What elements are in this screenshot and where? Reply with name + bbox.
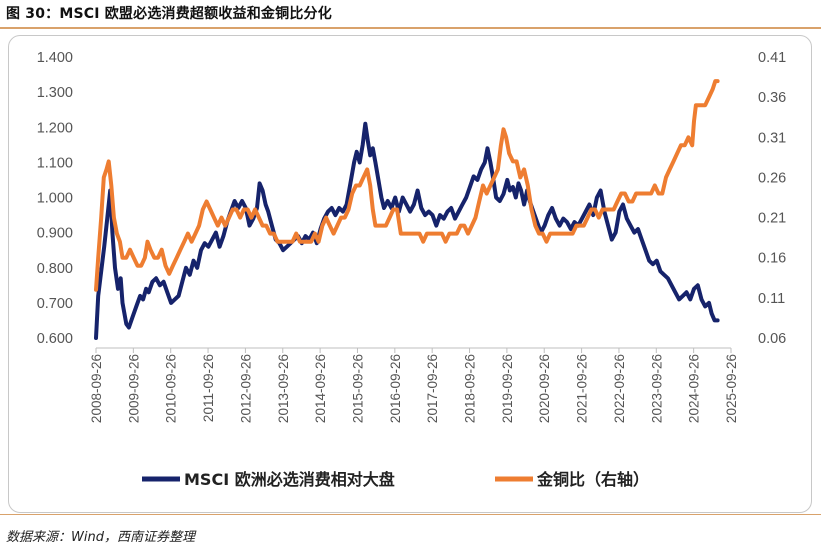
x-tick-label: 2022-09-26: [612, 354, 627, 423]
x-tick-label: 2020-09-26: [537, 354, 552, 423]
x-tick-label: 2015-09-26: [350, 354, 365, 423]
x-tick-label: 2024-09-26: [687, 354, 702, 423]
figure-title: 图 30：MSCI 欧盟必选消费超额收益和金铜比分化: [6, 6, 332, 22]
y-right-tick-label: 0.41: [758, 50, 786, 66]
x-tick-label: 2009-09-26: [126, 354, 141, 423]
source-note: 数据来源：Wind，西南证券整理: [6, 530, 195, 545]
y-right-tick-label: 0.31: [758, 130, 786, 146]
legend: MSCI 欧洲必选消费相对大盘 金铜比（右轴）: [142, 470, 649, 489]
y-right-tick-label: 0.21: [758, 211, 786, 227]
y-left-tick-label: 1.400: [37, 50, 73, 66]
x-tick-label: 2010-09-26: [164, 354, 179, 423]
x-tick-label: 2018-09-26: [463, 354, 478, 423]
y-right-tick-label: 0.06: [758, 331, 786, 347]
x-tick-label: 2021-09-26: [575, 354, 590, 423]
x-tick-label: 2016-09-26: [388, 354, 403, 423]
x-tick-label: 2013-09-26: [276, 354, 291, 423]
x-tick-label: 2023-09-26: [649, 354, 664, 423]
y-right-tick-label: 0.11: [758, 291, 785, 307]
chart-frame: [8, 35, 812, 513]
y-right-tick-label: 0.36: [758, 90, 786, 106]
y-left-tick-label: 1.300: [37, 85, 73, 101]
bottom-rule: [0, 514, 821, 515]
y-left-tick-label: 1.000: [37, 191, 73, 207]
series-line-msci-relative: [94, 121, 720, 340]
legend-label-gold-copper: 金铜比（右轴）: [536, 470, 649, 489]
y-left-tick-label: 0.700: [37, 296, 73, 312]
y-left-tick-label: 1.100: [37, 155, 73, 171]
legend-label-msci: MSCI 欧洲必选消费相对大盘: [184, 470, 395, 489]
y-right-tick-label: 0.16: [758, 251, 786, 267]
y-left-tick-label: 0.800: [37, 261, 73, 277]
y-left-tick-label: 1.200: [37, 120, 73, 136]
x-tick-label: 2017-09-26: [425, 354, 440, 423]
series-lines: [94, 79, 720, 340]
y-right-tick-label: 0.26: [758, 170, 786, 186]
y-left-tick-label: 0.900: [37, 226, 73, 242]
x-tick-label: 2011-09-26: [201, 354, 216, 422]
x-tick-label: 2019-09-26: [500, 354, 515, 423]
x-tick-label: 2014-09-26: [313, 354, 328, 423]
axes: 0.600 0.700 0.800 0.900 1.000 1.100 1.200 1.300…: [37, 50, 787, 423]
series-line-gold-copper-ratio: [94, 79, 720, 292]
y-left-tick-label: 0.600: [37, 331, 73, 347]
x-tick-label: 2012-09-26: [238, 354, 253, 423]
top-rule: [0, 27, 821, 29]
x-tick-label: 2025-09-26: [724, 354, 739, 423]
x-tick-label: 2008-09-26: [89, 354, 104, 423]
